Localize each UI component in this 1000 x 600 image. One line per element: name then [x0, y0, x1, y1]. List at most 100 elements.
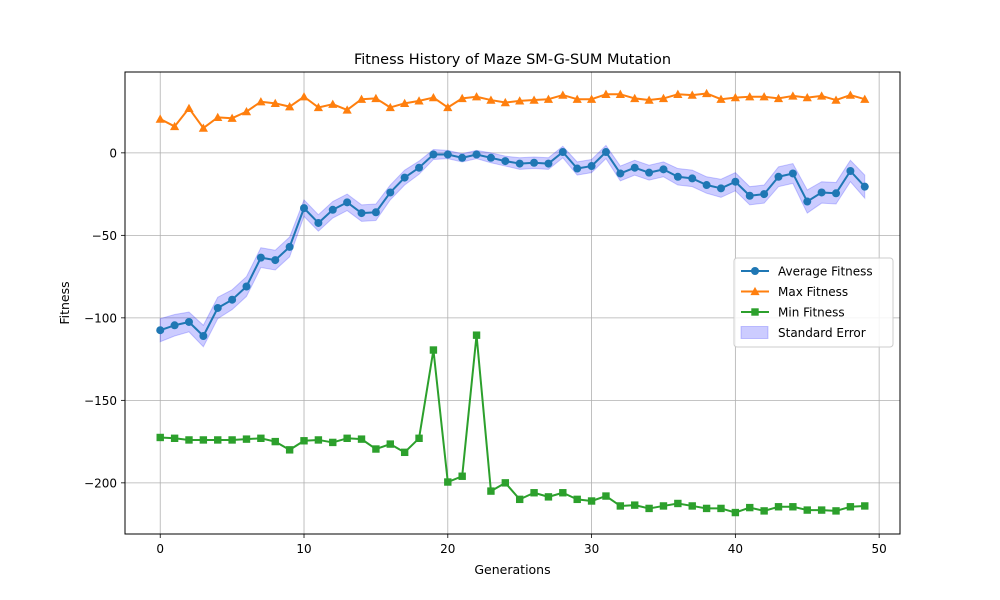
- average-fitness-point: [673, 172, 682, 181]
- max-fitness-point: [687, 90, 697, 99]
- max-fitness-point: [558, 90, 568, 99]
- average-fitness-point: [271, 256, 280, 265]
- average-fitness-point: [616, 169, 625, 178]
- average-fitness-point: [156, 326, 165, 335]
- min-fitness-point: [357, 435, 366, 443]
- average-fitness-point: [472, 150, 481, 159]
- min-fitness-point: [487, 487, 495, 495]
- legend-swatch-standard-error: [740, 326, 769, 339]
- average-fitness-point: [716, 184, 725, 193]
- max-fitness-point: [543, 94, 554, 103]
- min-fitness-point: [458, 472, 466, 480]
- min-fitness-point: [501, 479, 510, 487]
- min-fitness-point: [415, 434, 423, 442]
- average-fitness-point: [688, 174, 697, 183]
- min-fitness-point: [156, 433, 164, 442]
- average-fitness-point: [170, 321, 179, 330]
- average-fitness-point: [357, 209, 366, 218]
- x-tick-label: 40: [728, 542, 743, 556]
- min-fitness-point: [559, 489, 567, 497]
- max-fitness-point: [615, 89, 625, 98]
- min-fitness-point: [271, 437, 279, 446]
- min-fitness-point: [587, 497, 596, 505]
- standard-error-band: [159, 144, 866, 348]
- average-fitness-point: [314, 218, 323, 227]
- max-fitness-point: [428, 92, 439, 102]
- average-fitness-point: [429, 150, 438, 159]
- max-fitness-point: [299, 92, 309, 101]
- min-fitness-point: [659, 502, 668, 510]
- y-tick-label: 0: [109, 146, 117, 160]
- min-fitness-point: [343, 434, 351, 442]
- max-fitness-series: [155, 88, 870, 132]
- plot-frame: [124, 71, 901, 535]
- axis-ticks: 0 10 20 30 40 50 0 −50 −100 −150 −200: [84, 146, 887, 556]
- average-fitness-point: [774, 172, 783, 181]
- x-tick-label: 50: [872, 542, 887, 556]
- average-fitness-point: [860, 182, 869, 191]
- min-fitness-point: [242, 435, 251, 443]
- average-fitness-point: [515, 159, 524, 168]
- max-fitness-point: [270, 98, 280, 108]
- min-fitness-point: [731, 508, 740, 517]
- max-fitness-point: [644, 95, 654, 104]
- max-fitness-point: [716, 94, 726, 103]
- y-tick-label: −150: [84, 394, 117, 408]
- min-fitness-point: [472, 331, 481, 339]
- min-fitness-point: [789, 503, 797, 511]
- average-fitness-point: [544, 159, 553, 168]
- max-fitness-point: [601, 89, 611, 98]
- max-fitness-point: [759, 92, 769, 101]
- max-fitness-point: [256, 97, 266, 106]
- min-fitness-point: [372, 445, 380, 453]
- max-fitness-point: [198, 123, 208, 132]
- max-fitness-point: [831, 95, 841, 104]
- max-fitness-point: [227, 113, 237, 122]
- average-fitness-point: [702, 181, 711, 190]
- legend-marker-min-fitness: [751, 308, 759, 316]
- max-fitness-point: [745, 92, 755, 101]
- max-fitness-point: [702, 88, 712, 98]
- min-fitness-point: [645, 504, 653, 513]
- legend: Average Fitness Max Fitness Min Fitness Sta…: [733, 257, 894, 348]
- legend-label-max-fitness: Max Fitness: [778, 285, 848, 299]
- x-tick-label: 10: [296, 542, 311, 556]
- average-fitness-point: [530, 158, 539, 167]
- max-fitness-point: [500, 97, 510, 107]
- max-fitness-point: [385, 102, 395, 112]
- min-fitness-point: [602, 492, 610, 500]
- max-fitness-point: [817, 91, 827, 100]
- average-fitness-point: [587, 162, 596, 171]
- legend-marker-average-fitness: [751, 267, 759, 275]
- standard-error-band-layer: [159, 144, 866, 348]
- min-fitness-point: [170, 434, 179, 442]
- average-fitness-point: [630, 163, 639, 172]
- average-fitness-point: [760, 190, 769, 199]
- average-fitness-point: [415, 163, 424, 172]
- max-fitness-point: [773, 93, 784, 103]
- min-fitness-point: [616, 502, 625, 510]
- average-fitness-point: [400, 173, 409, 182]
- max-fitness-point: [155, 114, 165, 123]
- min-fitness-point: [386, 440, 394, 448]
- min-fitness-point: [832, 507, 840, 515]
- x-axis-label: Generations: [474, 562, 550, 577]
- average-fitness-point: [846, 167, 855, 175]
- min-fitness-point: [444, 478, 452, 486]
- min-fitness-point: [688, 502, 696, 510]
- average-fitness-point: [731, 177, 740, 186]
- grid-lines: [125, 72, 900, 534]
- average-fitness-point: [745, 191, 754, 200]
- max-fitness-point: [414, 96, 424, 105]
- average-fitness-point: [328, 205, 337, 214]
- max-fitness-point: [572, 94, 582, 103]
- min-fitness-point: [530, 489, 538, 497]
- min-fitness-point: [199, 436, 208, 444]
- max-fitness-point: [457, 93, 467, 103]
- min-fitness-point: [300, 437, 308, 445]
- min-fitness-point: [329, 438, 337, 447]
- max-fitness-point: [170, 121, 180, 131]
- legend-label-average-fitness: Average Fitness: [778, 265, 873, 279]
- average-fitness-point: [817, 188, 826, 197]
